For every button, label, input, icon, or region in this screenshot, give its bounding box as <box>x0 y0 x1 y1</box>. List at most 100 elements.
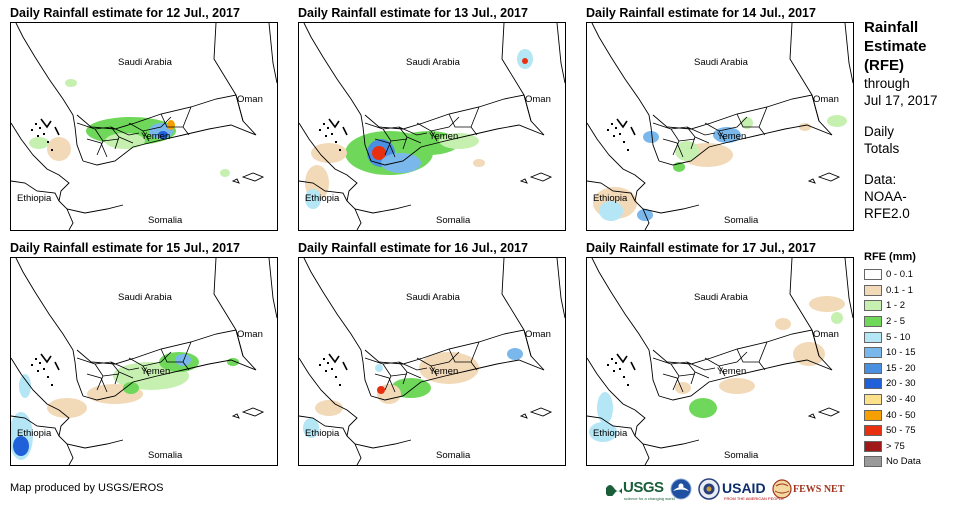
sidebar-date: Jul 17, 2017 <box>864 93 938 108</box>
yemen-saudi-border <box>652 94 820 130</box>
label-saudi-arabia: Saudi Arabia <box>694 57 748 68</box>
sidebar-title-line2: Estimate <box>864 38 927 55</box>
label-yemen: Yemen <box>717 131 747 142</box>
map-graphic <box>11 23 277 230</box>
rainfall-patch <box>315 400 343 416</box>
legend-label: 5 - 10 <box>886 331 911 343</box>
yemen-south-coast <box>658 359 833 401</box>
legend-swatch <box>864 394 882 406</box>
sidebar-source-line1: NOAA- <box>864 189 907 204</box>
yemen-south-coast <box>370 124 545 166</box>
yemen-oman-border <box>523 94 545 136</box>
panel-title: Daily Rainfall estimate for 17 Jul., 201… <box>586 241 816 255</box>
ethiopia-somalia-border <box>11 180 60 202</box>
map-frame: Saudi Arabia Oman Yemen Ethiopia Somalia <box>10 22 278 231</box>
rainfall-patch <box>675 382 691 394</box>
rainfall-patch <box>689 398 717 418</box>
socotra-island <box>241 172 265 182</box>
saudi-oman-border <box>501 258 525 331</box>
oman-coast <box>268 258 277 319</box>
small-island <box>807 178 816 184</box>
panel-title: Daily Rainfall estimate for 14 Jul., 201… <box>586 6 816 20</box>
boundaries <box>587 23 853 230</box>
island-dots <box>319 123 341 151</box>
legend-swatch <box>864 440 882 452</box>
governorate-lines <box>652 116 748 158</box>
label-saudi-arabia: Saudi Arabia <box>118 57 172 68</box>
saudi-oman-border <box>789 23 813 96</box>
ethiopia-somalia-border <box>11 415 60 437</box>
somalia-border <box>642 443 650 465</box>
map-graphic <box>299 23 565 230</box>
legend-label: 2 - 5 <box>886 316 906 328</box>
dhs-seal-logo <box>698 478 720 505</box>
sidebar-title-line1: Rainfall <box>864 19 919 36</box>
red-sea-coast-east <box>303 258 372 397</box>
rainfall-patch <box>391 378 431 398</box>
rainfall-patch <box>719 378 755 394</box>
label-oman: Oman <box>525 94 551 105</box>
rainfall-patch <box>47 137 71 161</box>
red-sea-coast-east <box>15 23 84 162</box>
socotra-island <box>529 172 553 182</box>
label-somalia: Somalia <box>148 215 183 226</box>
island-dots <box>31 358 53 386</box>
label-somalia: Somalia <box>436 215 471 226</box>
legend-item: 5 - 10 <box>864 329 921 345</box>
label-ethiopia: Ethiopia <box>305 428 340 439</box>
rainfall-layer <box>305 49 533 209</box>
legend-swatch <box>864 362 882 374</box>
logo-strip: USGS science for a changing world USAID … <box>606 478 856 504</box>
yemen-oman-border <box>235 94 257 136</box>
legend-label: > 75 <box>886 440 905 452</box>
label-ethiopia: Ethiopia <box>17 428 52 439</box>
map-graphic <box>11 258 277 465</box>
boundaries <box>11 258 277 465</box>
oman-coast <box>268 23 277 84</box>
red-sea-coast-east <box>591 23 660 162</box>
legend-swatch <box>864 347 882 359</box>
map-frame: Saudi Arabia Oman Yemen Ethiopia Somalia <box>586 257 854 466</box>
legend-item: 2 - 5 <box>864 314 921 330</box>
rainfall-patch <box>522 58 528 64</box>
boundaries <box>299 258 565 465</box>
socotra-island <box>817 172 841 182</box>
boundaries <box>587 258 853 465</box>
somalia-border <box>642 208 650 230</box>
rainfall-patch <box>123 382 139 394</box>
sidebar-totals: Totals <box>864 141 900 156</box>
label-oman: Oman <box>813 94 839 105</box>
legend-item: 1 - 2 <box>864 298 921 314</box>
legend-item: > 75 <box>864 439 921 455</box>
yemen-south-coast <box>82 359 257 401</box>
yemen-oman-border <box>235 329 257 371</box>
governorate-lines <box>364 116 460 158</box>
island-dots <box>31 123 53 151</box>
yemen-oman-border <box>811 94 833 136</box>
legend-item: 15 - 20 <box>864 361 921 377</box>
rainfall-patch <box>220 169 230 177</box>
panel-title: Daily Rainfall estimate for 12 Jul., 201… <box>10 6 240 20</box>
rainfall-layer <box>593 115 847 221</box>
sidebar-source-line2: RFE2.0 <box>864 206 910 221</box>
ethiopia-somalia-border <box>587 180 636 202</box>
legend-label: 20 - 30 <box>886 378 916 390</box>
rainfall-patch <box>47 398 87 418</box>
governorate-lines <box>652 351 748 393</box>
saudi-oman-border <box>789 258 813 331</box>
somalia-border <box>66 443 74 465</box>
rainfall-patch <box>175 354 191 366</box>
yemen-oman-border <box>811 329 833 371</box>
legend-swatch <box>864 331 882 343</box>
legend-item: No Data <box>864 454 921 470</box>
legend-label: 0.1 - 1 <box>886 284 913 296</box>
legend-item: 20 - 30 <box>864 376 921 392</box>
legend-item: 0.1 - 1 <box>864 283 921 299</box>
legend-swatch <box>864 456 882 468</box>
small-island <box>519 413 528 419</box>
yemen-saudi-border <box>364 94 532 130</box>
coast-detail <box>40 353 60 371</box>
saudi-oman-border <box>501 23 525 96</box>
governorate-lines <box>448 106 480 136</box>
fews-wordmark: FEWS NET <box>793 484 845 495</box>
